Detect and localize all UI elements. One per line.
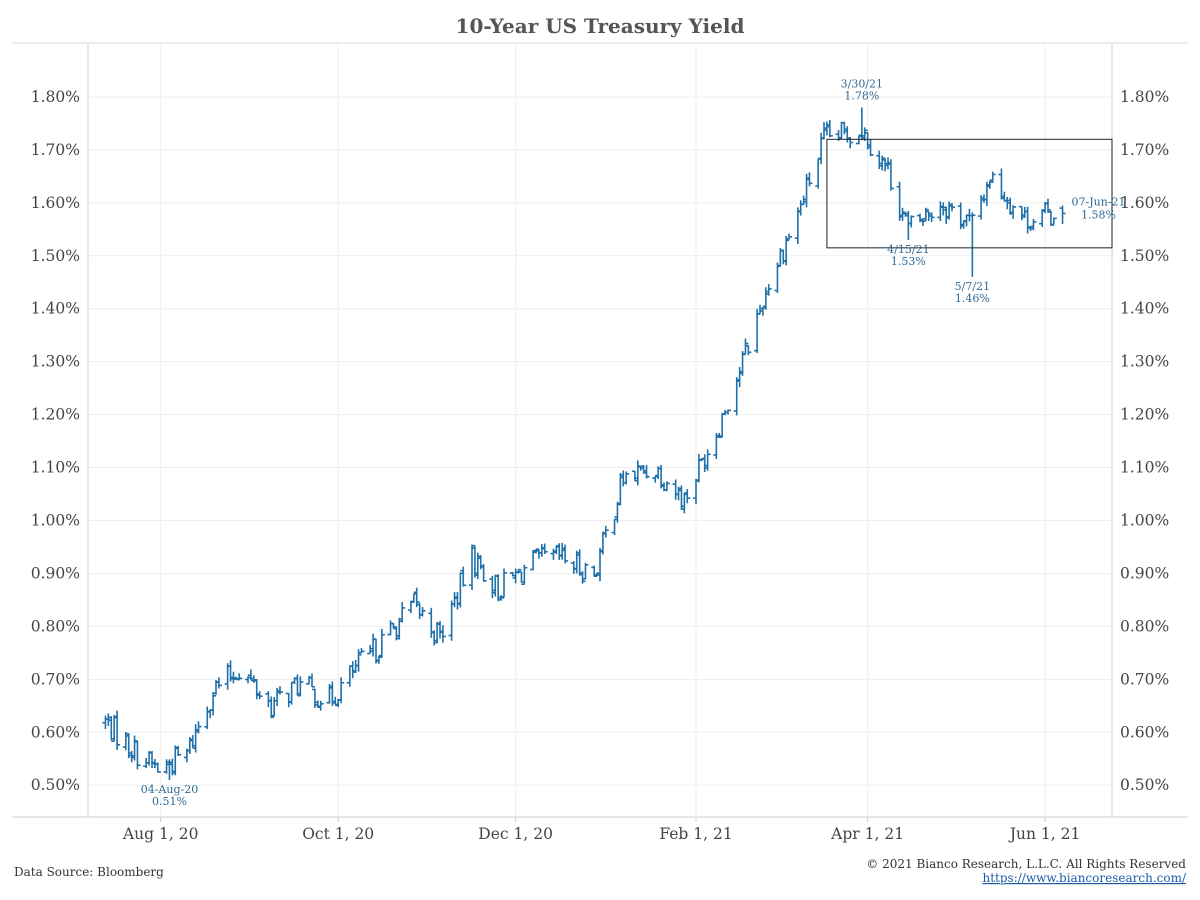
y-axis-left: 0.50% 0.60% 0.70% 0.80% 0.90% 1.00% 1.10% 1.20%… (31, 88, 80, 794)
annotation-date: 04-Aug-20 (141, 783, 199, 796)
ohlc-series (102, 107, 1066, 780)
annotation-value: 0.51% (152, 795, 187, 808)
y-tick-label-left: 0.50% (31, 776, 80, 794)
y-tick-label-left: 1.20% (31, 406, 80, 424)
grid (88, 44, 1112, 817)
annotation-date: 07-Jun-21 (1072, 195, 1126, 208)
y-tick-label-left: 1.70% (31, 141, 80, 159)
y-tick-label-right: 1.60% (1120, 194, 1169, 212)
y-axis-right: 0.50% 0.60% 0.70% 0.80% 0.90% 1.00% 1.10% 1.20%… (1120, 88, 1169, 794)
x-axis: Aug 1, 20 Oct 1, 20 Dec 1, 20 Feb 1, 21 Apr … (122, 817, 1080, 843)
y-tick-label-right: 1.80% (1120, 88, 1169, 106)
y-tick-label-right: 1.20% (1120, 406, 1169, 424)
x-tick-label: Feb 1, 21 (659, 825, 732, 843)
y-tick-label-left: 0.90% (31, 564, 80, 582)
y-tick-label-right: 0.70% (1120, 670, 1169, 688)
y-tick-label-left: 1.60% (31, 194, 80, 212)
x-tick-label: Oct 1, 20 (302, 825, 374, 843)
y-tick-label-left: 1.10% (31, 459, 80, 477)
data-source: Data Source: Bloomberg (14, 865, 164, 879)
y-tick-label-left: 0.80% (31, 617, 80, 635)
annotation-date: 5/7/21 (955, 280, 990, 293)
y-tick-label-right: 1.40% (1120, 300, 1169, 318)
x-tick-label: Apr 1, 21 (830, 825, 904, 843)
range-box (826, 138, 1113, 249)
y-tick-label-right: 1.50% (1120, 247, 1169, 265)
y-tick-label-right: 1.10% (1120, 459, 1169, 477)
y-tick-label-right: 0.90% (1120, 564, 1169, 582)
y-tick-label-left: 1.40% (31, 300, 80, 318)
y-tick-label-right: 1.70% (1120, 141, 1169, 159)
plot-frame (12, 44, 1188, 818)
annotation-date: 3/30/21 (841, 78, 883, 91)
y-tick-label-right: 0.50% (1120, 776, 1169, 794)
y-tick-label-left: 1.50% (31, 247, 80, 265)
y-tick-label-right: 1.00% (1120, 512, 1169, 530)
x-tick-label: Dec 1, 20 (478, 825, 553, 843)
y-tick-label-left: 0.60% (31, 723, 80, 741)
chart-title: 10-Year US Treasury Yield (456, 14, 745, 38)
x-tick-label: Jun 1, 21 (1008, 825, 1081, 843)
y-tick-label-left: 1.30% (31, 353, 80, 371)
annotation-value: 1.53% (891, 255, 926, 268)
annotation-value: 1.78% (844, 90, 879, 103)
annotation-value: 1.46% (955, 292, 990, 305)
annotation-value: 1.58% (1081, 208, 1116, 221)
website-link[interactable]: https://www.biancoresearch.com/ (982, 871, 1186, 885)
annotation-date: 4/15/21 (887, 243, 929, 256)
copyright: © 2021 Bianco Research, L.L.C. All Right… (866, 857, 1186, 871)
x-tick-label: Aug 1, 20 (122, 825, 198, 843)
y-tick-label-right: 1.30% (1120, 353, 1169, 371)
annotations: 04-Aug-200.51% 3/30/211.78% 4/15/211.53% 5/… (141, 78, 1126, 808)
y-tick-label-left: 1.00% (31, 512, 80, 530)
y-tick-label-left: 1.80% (31, 88, 80, 106)
y-tick-label-left: 0.70% (31, 670, 80, 688)
y-tick-label-right: 0.60% (1120, 723, 1169, 741)
range-box-group (826, 138, 1113, 249)
y-tick-label-right: 0.80% (1120, 617, 1169, 635)
